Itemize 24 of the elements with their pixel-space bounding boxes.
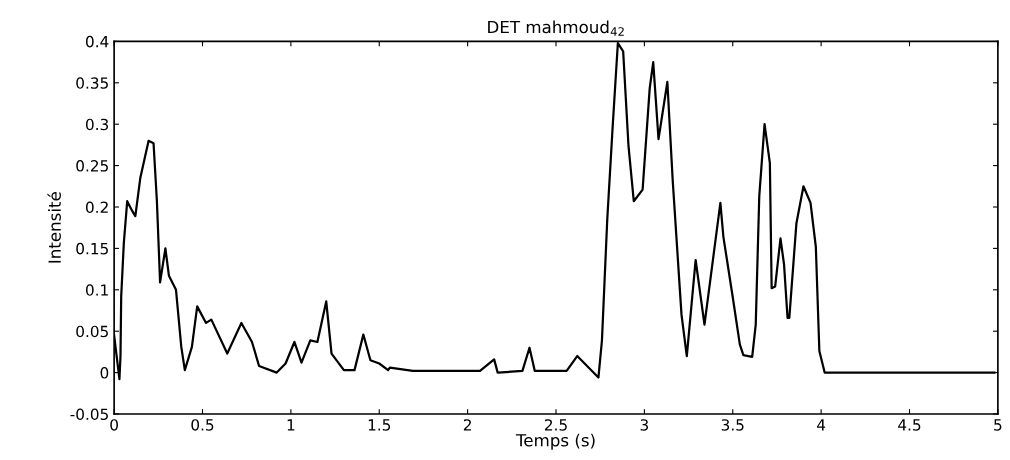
y-tick-label: 0.1	[85, 284, 108, 296]
y-tick-label: 0.3	[85, 118, 109, 131]
x-tick-label: 1.5	[368, 419, 391, 431]
y-tick-label: 0.2	[85, 201, 108, 214]
y-tick-label: -0.05	[70, 408, 108, 421]
x-tick-label: 4	[817, 419, 826, 431]
x-tick-label: 5	[994, 419, 1002, 431]
y-tick-label: 0	[100, 367, 109, 379]
y-tick-label: 0.35	[76, 77, 108, 89]
x-tick-label: 0.5	[191, 419, 214, 431]
y-tick-label: 0.4	[85, 35, 109, 48]
x-tick-label: 3.5	[721, 419, 744, 431]
x-tick-label: 2.5	[544, 419, 567, 431]
chart-title: DET mahmoud$_{42}$	[488, 20, 624, 36]
y-tick-label: 0.15	[76, 242, 108, 255]
x-tick-label: 4.5	[898, 419, 921, 431]
x-tick-label: 0	[110, 419, 118, 431]
x-axis-title: Temps (s)	[515, 433, 595, 450]
x-tick-label: 3	[640, 419, 649, 431]
x-tick-label: 2	[463, 419, 471, 431]
y-tick-label: 0.05	[76, 325, 108, 338]
x-tick-label: 1	[287, 419, 295, 431]
y-tick-label: 0.25	[76, 160, 108, 172]
y-axis-title: Intensité	[47, 192, 61, 263]
